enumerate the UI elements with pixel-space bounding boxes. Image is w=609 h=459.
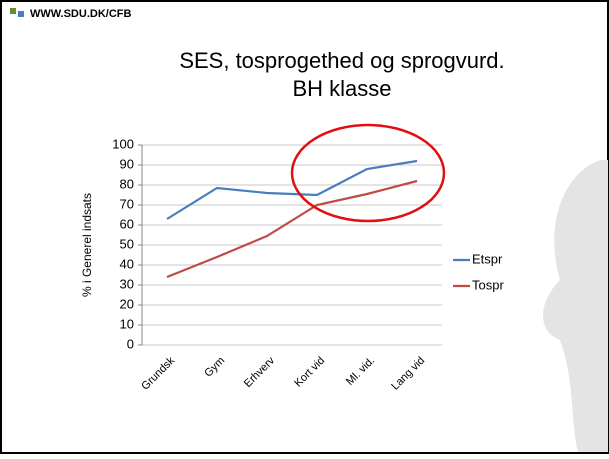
y-tick-label: 0 — [127, 336, 134, 351]
y-tick-label: 60 — [120, 216, 134, 231]
y-tick-label: 70 — [120, 196, 134, 211]
y-tick-label: 30 — [120, 276, 134, 291]
y-tick-label: 50 — [120, 236, 134, 251]
y-tick-label: 10 — [120, 316, 134, 331]
y-tick-label: 80 — [120, 176, 134, 191]
chart-title: SES, tosprogethed og sprogvurd. — [179, 48, 504, 73]
y-tick-label: 90 — [120, 156, 134, 171]
chart-subtitle: BH klasse — [292, 76, 391, 101]
legend-label: Tospr — [472, 277, 504, 292]
slide: WWW.SDU.DK/CFB SES, tosprogethed og spro… — [0, 0, 609, 459]
y-tick-label: 20 — [120, 296, 134, 311]
y-tick-label: 40 — [120, 256, 134, 271]
y-tick-label: 100 — [112, 136, 134, 151]
y-axis-label: % i Generel indsats — [80, 193, 94, 297]
legend-label: Etspr — [472, 251, 503, 266]
logo: WWW.SDU.DK/CFB — [30, 8, 131, 20]
